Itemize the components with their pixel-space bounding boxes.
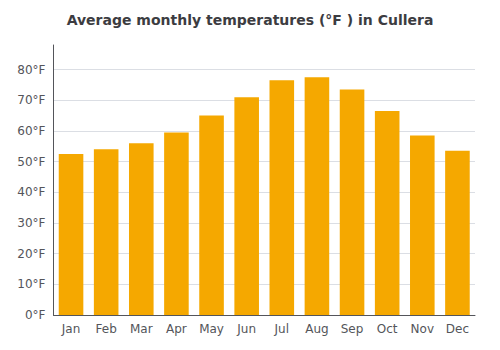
svg-text:80°F: 80°F xyxy=(17,63,45,77)
svg-text:20°F: 20°F xyxy=(17,247,45,261)
svg-text:Sep: Sep xyxy=(341,322,364,336)
svg-text:Feb: Feb xyxy=(96,322,117,336)
svg-text:70°F: 70°F xyxy=(17,93,45,107)
svg-text:Jan: Jan xyxy=(61,322,81,336)
svg-text:Jun: Jun xyxy=(236,322,256,336)
svg-text:Average monthly temperatures (: Average monthly temperatures (°F ) in Cu… xyxy=(67,12,434,28)
svg-text:Nov: Nov xyxy=(411,322,434,336)
svg-text:50°F: 50°F xyxy=(17,155,45,169)
svg-text:Mar: Mar xyxy=(130,322,153,336)
svg-text:Aug: Aug xyxy=(305,322,328,336)
svg-text:10°F: 10°F xyxy=(17,277,45,291)
svg-text:Oct: Oct xyxy=(377,322,398,336)
svg-text:0°F: 0°F xyxy=(25,308,46,322)
svg-text:30°F: 30°F xyxy=(17,216,45,230)
svg-text:40°F: 40°F xyxy=(17,185,45,199)
svg-text:Jul: Jul xyxy=(274,322,289,336)
svg-text:May: May xyxy=(199,322,224,336)
svg-text:Apr: Apr xyxy=(166,322,187,336)
svg-text:60°F: 60°F xyxy=(17,124,45,138)
svg-text:Dec: Dec xyxy=(446,322,469,336)
